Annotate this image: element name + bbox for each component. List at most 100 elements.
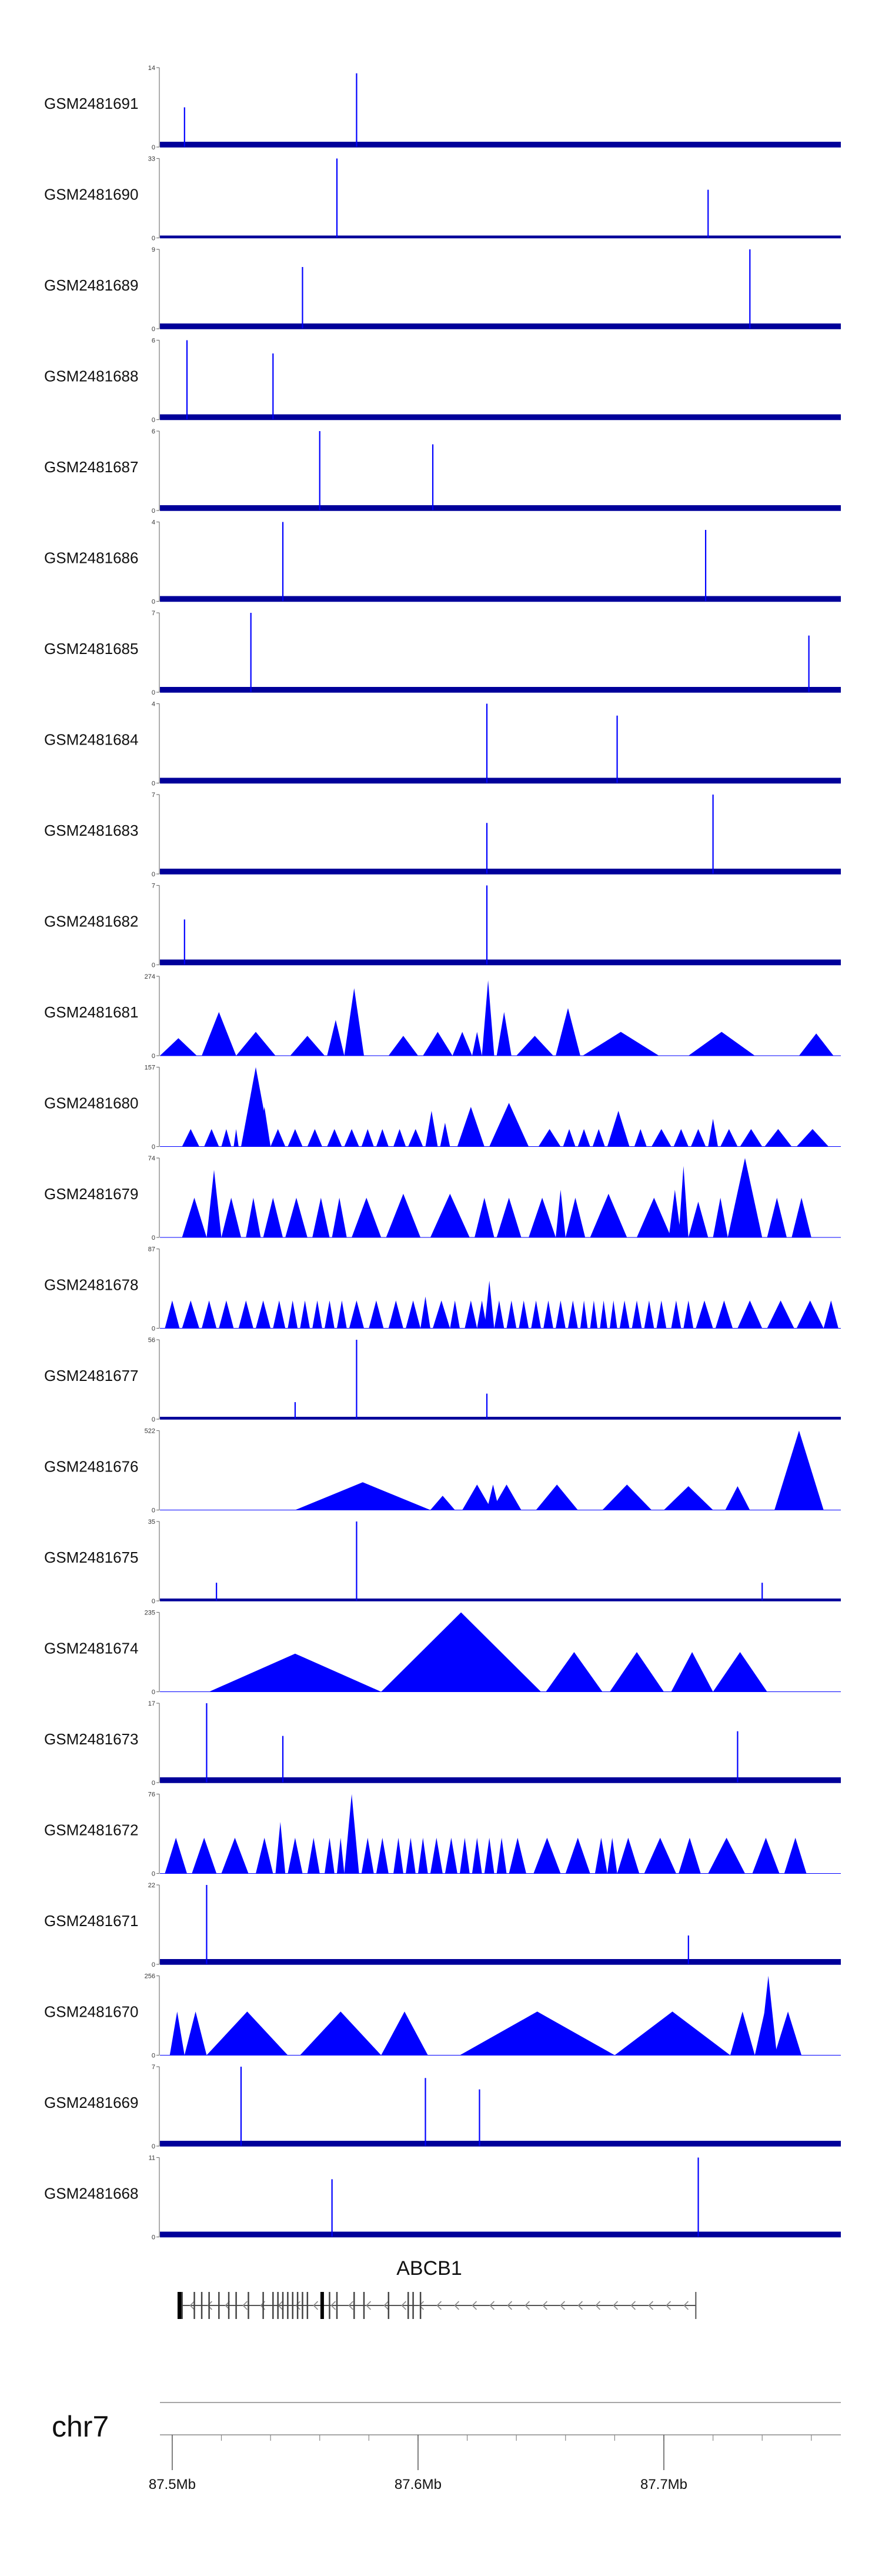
signal-peak — [263, 1197, 283, 1237]
signal-peak — [462, 1484, 492, 1510]
gene-exon — [248, 2292, 249, 2319]
y-min-label: 0 — [152, 235, 155, 242]
signal-peak — [238, 1300, 253, 1329]
y-max-label: 4 — [152, 701, 155, 708]
signal-peak — [538, 1129, 561, 1147]
signal-peak — [563, 1129, 576, 1147]
strand-arrow — [366, 2301, 372, 2310]
signal-peak — [496, 1012, 512, 1056]
y-min-label: 0 — [152, 144, 155, 151]
track-label: GSM2481678 — [44, 1276, 138, 1294]
y-max-label: 157 — [145, 1065, 155, 1072]
signal-peak — [369, 1300, 384, 1329]
track-GSM2481673: GSM2481673 17 0 — [44, 1700, 841, 1787]
signal-peak — [688, 1032, 755, 1056]
track-label: GSM2481691 — [44, 95, 138, 112]
y-max-label: 14 — [148, 65, 155, 72]
signal-peak — [740, 1129, 763, 1147]
signal-peak — [519, 1300, 529, 1329]
track-label: GSM2481674 — [44, 1640, 138, 1657]
signal-peak — [590, 1193, 627, 1237]
signal-floor — [160, 959, 841, 965]
signal-peak — [536, 1484, 578, 1510]
strand-arrow — [472, 2301, 477, 2310]
y-max-label: 17 — [148, 1700, 155, 1707]
y-min-label: 0 — [152, 599, 155, 606]
signal-peak — [327, 1020, 345, 1056]
y-max-label: 33 — [148, 156, 155, 163]
y-max-label: 76 — [148, 1791, 155, 1798]
strand-arrow — [401, 2301, 407, 2310]
signal-floor — [160, 1417, 841, 1419]
y-min-label: 0 — [152, 1144, 155, 1151]
track-label: GSM2481689 — [44, 276, 138, 294]
signal-peak — [327, 1129, 342, 1147]
y-min-label: 0 — [152, 1053, 155, 1060]
signal-peak — [206, 1170, 222, 1237]
signal-peak — [784, 1837, 807, 1874]
signal-peak — [492, 1484, 522, 1510]
y-min-label: 0 — [152, 1416, 155, 1423]
track-label: GSM2481685 — [44, 640, 138, 658]
track-GSM2481690: GSM2481690 33 0 — [44, 156, 841, 242]
signal-peak — [796, 1129, 829, 1147]
track-GSM2481668: GSM2481668 11 0 — [44, 2155, 841, 2241]
signal-peak — [482, 980, 495, 1056]
signal-floor — [160, 1959, 841, 1964]
signal-peak — [580, 1300, 588, 1329]
signal-peak — [673, 1129, 689, 1147]
signal-peak — [565, 1197, 586, 1237]
gene-exon — [292, 2292, 293, 2319]
signal-peak — [273, 1300, 286, 1329]
signal-peak — [307, 1837, 320, 1874]
gene-exon — [412, 2292, 414, 2319]
track-GSM2481686: GSM2481686 4 0 — [44, 519, 841, 606]
y-min-label: 0 — [152, 1234, 155, 1242]
signal-peak — [592, 1129, 605, 1147]
strand-arrow — [489, 2301, 495, 2310]
strand-arrow — [454, 2301, 460, 2310]
signal-peak — [644, 1300, 654, 1329]
signal-peak — [300, 1300, 310, 1329]
signal-peak — [590, 1300, 598, 1329]
signal-peak — [506, 1300, 517, 1329]
gene-exon — [287, 2292, 289, 2319]
signal-floor — [160, 687, 841, 692]
gene-track: ABCB1 — [177, 2257, 697, 2319]
signal-peak — [440, 1123, 450, 1147]
signal-peak — [256, 1837, 273, 1874]
signal-peak — [583, 1032, 659, 1056]
signal-peak — [725, 1486, 750, 1510]
signal-peak — [307, 1129, 322, 1147]
signal-floor — [160, 2231, 841, 2237]
track-label: GSM2481686 — [44, 549, 138, 567]
track-GSM2481670: GSM2481670 256 0 — [44, 1973, 841, 2060]
signal-peak — [475, 1197, 495, 1237]
strand-arrow — [383, 2301, 389, 2310]
signal-peak — [393, 1837, 403, 1874]
signal-peak — [669, 1190, 681, 1237]
track-label: GSM2481687 — [44, 458, 138, 476]
signal-peak — [529, 1197, 556, 1237]
track-GSM2481687: GSM2481687 6 0 — [44, 428, 841, 515]
chromosome-axis: chr7 87.5Mb 87.6Mb 87.7Mb — [52, 2402, 841, 2492]
signal-peak — [246, 1197, 261, 1237]
signal-peak — [764, 1129, 792, 1147]
signal-peak — [619, 1300, 630, 1329]
signal-peak — [688, 1202, 709, 1237]
y-max-label: 7 — [152, 883, 155, 890]
track-label: GSM2481675 — [44, 1549, 138, 1566]
strand-arrow — [542, 2301, 548, 2310]
signal-peak — [767, 1300, 794, 1329]
signal-peak — [423, 1032, 453, 1056]
signal-peak — [533, 1837, 561, 1874]
gene-exon — [320, 2292, 324, 2319]
signal-floor — [160, 1777, 841, 1783]
signal-peak — [233, 1129, 239, 1147]
signal-peak — [543, 1300, 553, 1329]
track-label: GSM2481670 — [44, 2003, 138, 2021]
signal-peak — [556, 1190, 566, 1237]
signal-peak — [556, 1008, 580, 1056]
y-min-label: 0 — [152, 1780, 155, 1787]
y-max-label: 6 — [152, 338, 155, 345]
